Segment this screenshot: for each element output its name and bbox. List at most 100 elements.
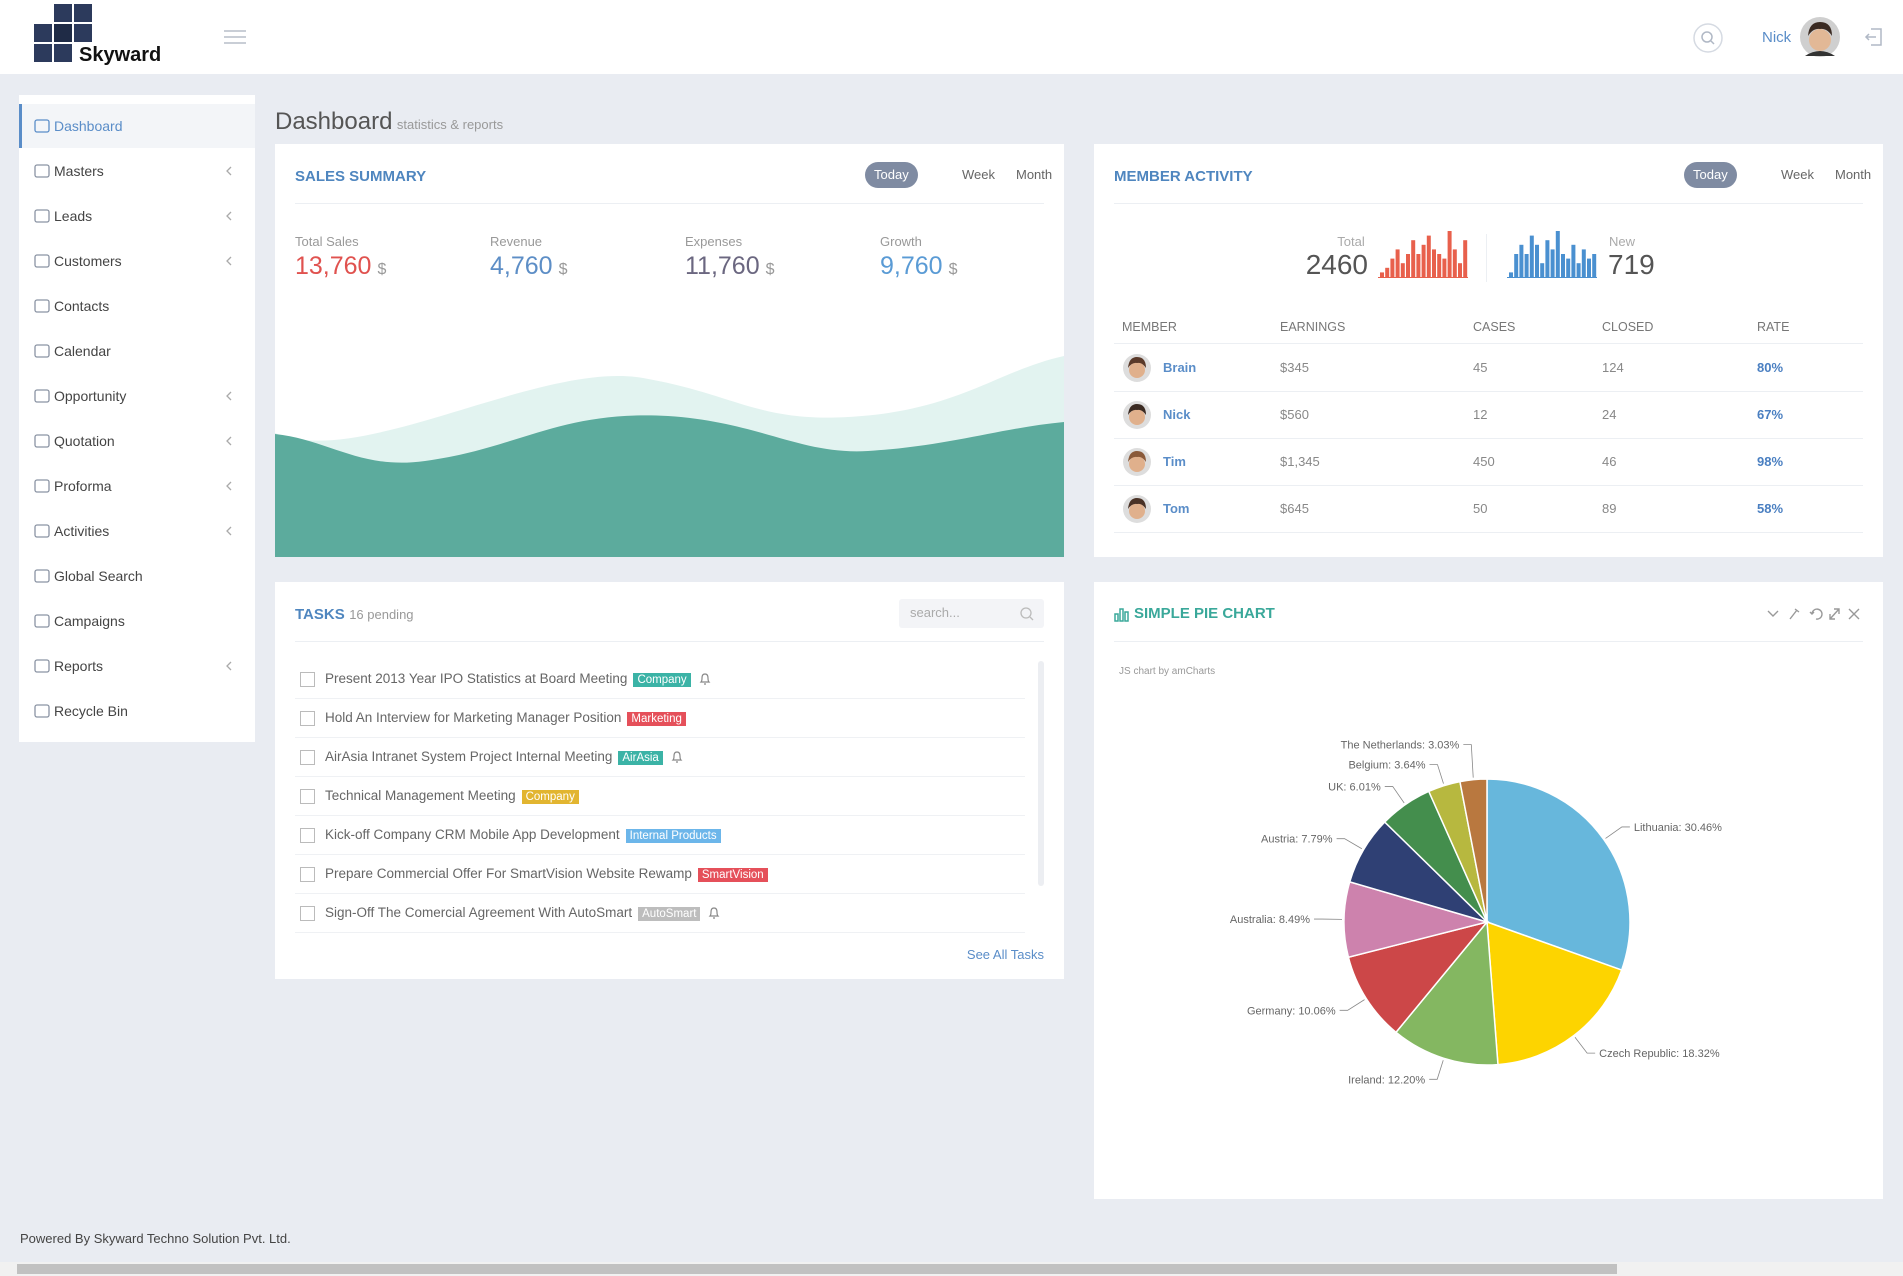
nav-label: Contacts — [54, 298, 110, 314]
nav-label: Reports — [54, 658, 104, 674]
task-item: Sign-Off The Comercial Agreement With Au… — [295, 893, 1025, 933]
tab[interactable]: Month — [1835, 167, 1872, 182]
slice-label: Austria: 7.79% — [1261, 834, 1333, 846]
total-value: 2460 — [1305, 249, 1368, 280]
pie-slice — [1394, 920, 1499, 1066]
spark-chart — [1507, 231, 1597, 278]
icon-shape — [34, 614, 50, 628]
nav-item[interactable]: Reports — [19, 644, 255, 688]
nav-item[interactable]: Activities — [19, 509, 255, 553]
user-avatar[interactable] — [1799, 16, 1841, 58]
spark-bar — [1442, 258, 1447, 277]
stat-value: 13,760 — [295, 252, 372, 280]
panel-title: SALES SUMMARY — [295, 168, 427, 185]
tab[interactable]: Week — [1781, 167, 1814, 182]
scrollbar-thumb[interactable] — [17, 1264, 1617, 1274]
pie-chart: Lithuania: 30.46% Czech Republic: 18.32% I… — [1230, 740, 1722, 1087]
spark-bar — [1535, 244, 1539, 277]
bell-shape — [699, 673, 711, 686]
task-checkbox[interactable] — [300, 671, 315, 687]
nav-item[interactable]: Recycle Bin — [19, 689, 255, 733]
task-checkbox[interactable] — [300, 710, 315, 726]
stat: 11,760 $ — [685, 252, 775, 281]
arrow-shape — [226, 526, 232, 536]
nav-item[interactable]: Global Search — [19, 554, 255, 598]
task-tag: AirAsia — [618, 751, 663, 765]
tab[interactable]: Today — [865, 162, 918, 188]
stat-label: Total Sales — [295, 234, 359, 249]
tasks-heading: TASKS 16 pending — [295, 606, 414, 624]
task-checkbox[interactable] — [300, 749, 315, 765]
icon-shape — [34, 209, 50, 223]
table-cell: 450 — [1473, 454, 1495, 469]
table-cell: 58% — [1757, 501, 1784, 516]
panel-tools[interactable] — [1766, 606, 1866, 622]
spark-chart — [1378, 231, 1468, 278]
task-checkbox[interactable] — [300, 788, 315, 804]
nav-item[interactable]: Leads — [19, 194, 255, 238]
icon-shape — [34, 254, 50, 268]
see-all-link[interactable]: See All Tasks — [966, 947, 1044, 962]
nav-item[interactable]: Dashboard — [19, 104, 255, 148]
slice-label: Belgium: 3.64% — [1348, 760, 1425, 772]
spark-bar — [1380, 272, 1384, 277]
nav-icon — [34, 524, 50, 538]
sales-wave — [275, 356, 1064, 557]
nav-item[interactable]: Proforma — [19, 464, 255, 508]
nav-item[interactable]: Calendar — [19, 329, 255, 373]
task-search[interactable]: search... — [899, 599, 1044, 628]
user-name[interactable]: Nick — [1762, 29, 1792, 46]
table-cell: Nick — [1163, 407, 1191, 422]
table-cell: 98% — [1757, 454, 1784, 469]
stat-value: 4,760 — [490, 252, 553, 280]
icon-shape — [34, 659, 50, 673]
task-tag: SmartVision — [697, 868, 768, 882]
menu-toggle[interactable] — [224, 29, 246, 45]
chart-credit: JS chart by amCharts — [1119, 666, 1216, 677]
stat-label: Growth — [880, 234, 922, 249]
horizontal-scrollbar[interactable] — [0, 1262, 1903, 1276]
scrollbar[interactable] — [1038, 661, 1044, 886]
task-text: Hold An Interview for Marketing Manager … — [325, 710, 622, 725]
icon-shape — [34, 524, 50, 538]
icon-shape — [34, 434, 50, 448]
nav-item[interactable]: Masters — [19, 149, 255, 193]
tab[interactable]: Week — [962, 167, 995, 182]
table-cell: $345 — [1280, 360, 1309, 375]
task-checkbox[interactable] — [300, 905, 315, 921]
divider — [1114, 641, 1863, 642]
pie-slice — [1459, 778, 1488, 923]
bell-shape — [709, 907, 720, 920]
logout-button[interactable] — [1864, 27, 1884, 47]
task-text: Kick-off Company CRM Mobile App Developm… — [325, 827, 620, 842]
nav-label: Masters — [54, 163, 104, 179]
search-button[interactable] — [1692, 22, 1724, 54]
task-checkbox[interactable] — [300, 827, 315, 843]
task-checkbox[interactable] — [300, 866, 315, 882]
tab[interactable]: Today — [1684, 162, 1737, 188]
slice-label: Australia: 8.49% — [1230, 914, 1310, 926]
stat-value: 11,760 — [685, 252, 760, 280]
new-label: New — [1609, 234, 1636, 249]
table-cell: 46 — [1602, 454, 1617, 469]
tab[interactable]: Month — [1016, 167, 1053, 182]
nav-item[interactable]: Quotation — [19, 419, 255, 463]
nav-label: Opportunity — [54, 388, 127, 404]
table-cell: 89 — [1602, 501, 1617, 516]
table-header: CLOSED — [1602, 320, 1654, 334]
icon-shape — [34, 119, 50, 133]
table-header: CASES — [1473, 320, 1516, 334]
table-cell: $1,345 — [1280, 454, 1320, 469]
nav-label: Proforma — [54, 478, 112, 494]
member-avatar — [1123, 448, 1151, 476]
nav-item[interactable]: Contacts — [19, 284, 255, 328]
task-list: Present 2013 Year IPO Statistics at Boar… — [295, 659, 1035, 959]
alert-bell — [671, 751, 683, 764]
nav-item[interactable]: Opportunity — [19, 374, 255, 418]
nav-item[interactable]: Customers — [19, 239, 255, 283]
member-avatar — [1123, 354, 1151, 382]
spark-bar — [1416, 254, 1421, 277]
arrow-shape — [226, 481, 232, 491]
label-leader — [1429, 764, 1444, 784]
nav-item[interactable]: Campaigns — [19, 599, 255, 643]
